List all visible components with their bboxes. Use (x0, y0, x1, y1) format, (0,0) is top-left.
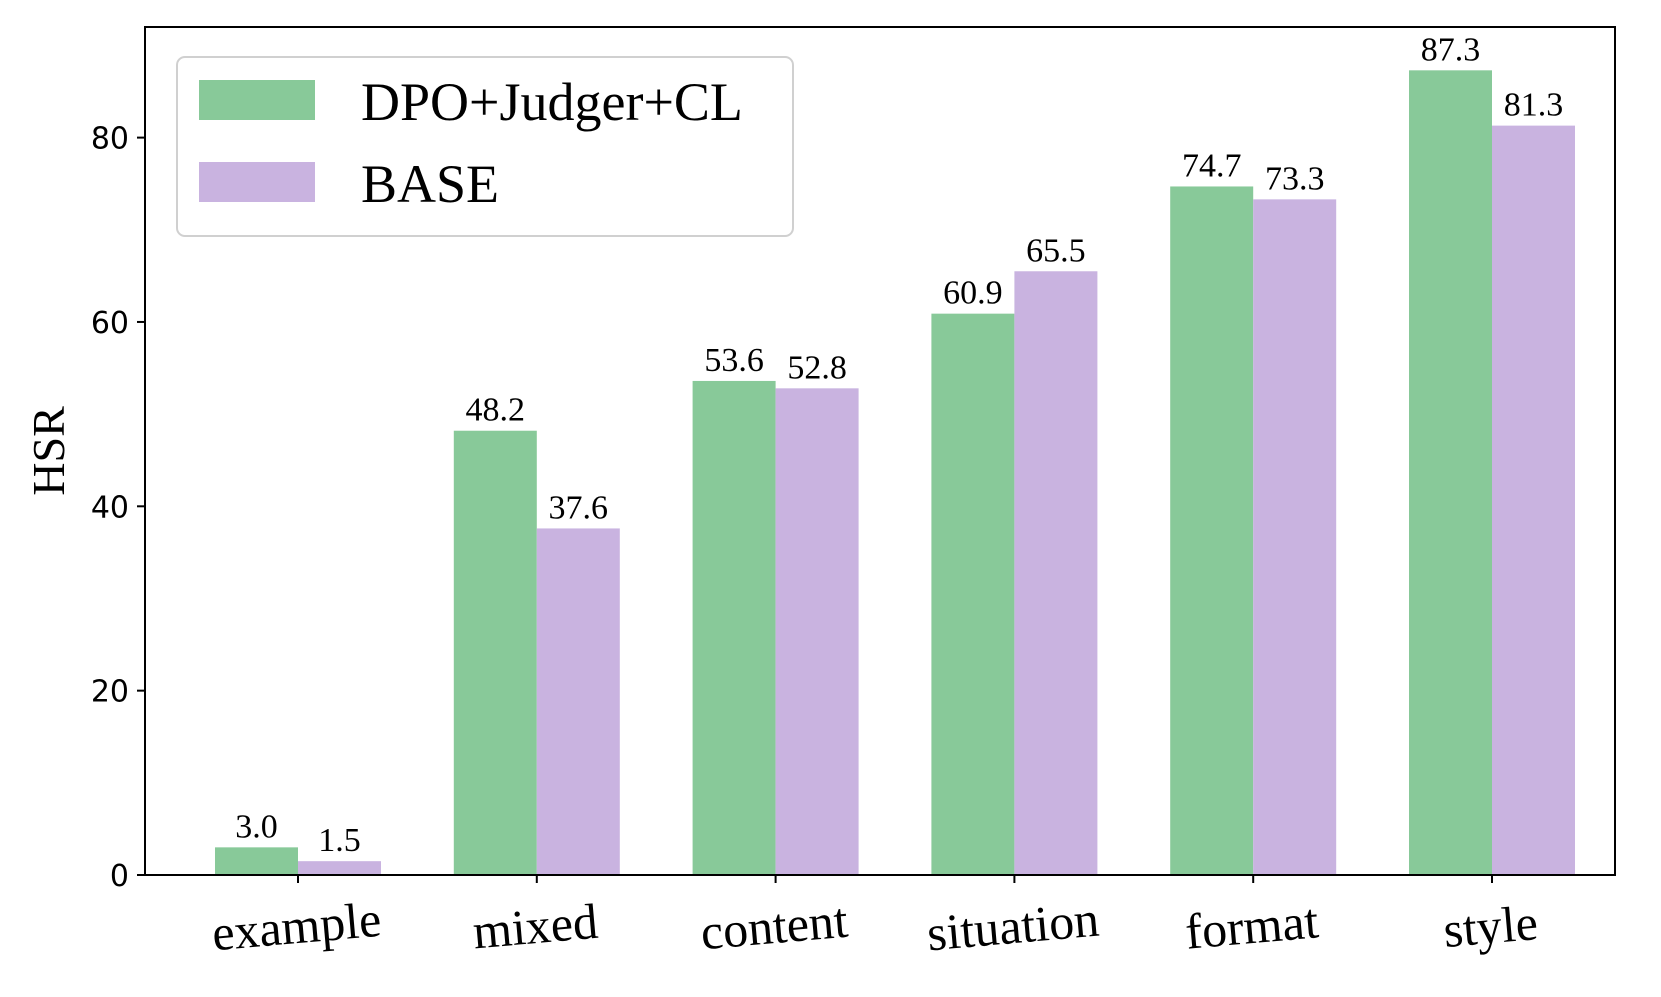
bar-dpo-judger-cl-situation (931, 313, 1015, 875)
x-tick-label-style: style (1441, 894, 1540, 958)
data-label-base-situation: 65.5 (1026, 232, 1086, 269)
bar-dpo-judger-cl-style (1409, 70, 1492, 876)
data-label-base-content: 52.8 (787, 349, 847, 386)
legend-frame (176, 56, 794, 237)
y-tick-label-0: 0 (110, 859, 129, 894)
bar-base-format (1253, 199, 1337, 875)
bar-base-content (775, 388, 859, 875)
bar-dpo-judger-cl-example (215, 847, 298, 875)
bar-base-style (1492, 125, 1575, 875)
bar-dpo-judger-cl-content (692, 380, 776, 875)
bars-layer (215, 70, 1575, 876)
data-label-dpo-judger-cl-content: 53.6 (704, 342, 764, 379)
legend-label-base: BASE (361, 154, 499, 214)
data-label-base-format: 73.3 (1265, 160, 1325, 197)
data-label-dpo-judger-cl-format: 74.7 (1182, 147, 1242, 184)
y-tick-label-20: 20 (91, 675, 129, 710)
x-tick-label-content: content (698, 892, 850, 961)
bar-base-example (298, 861, 381, 875)
legend-swatch-dpo-judger-cl (199, 80, 315, 120)
bar-dpo-judger-cl-format (1170, 186, 1254, 875)
bar-base-situation (1014, 271, 1098, 875)
data-label-base-mixed: 37.6 (549, 489, 609, 526)
x-tick-label-mixed: mixed (471, 893, 600, 960)
bar-base-mixed (536, 528, 620, 875)
y-axis-title: HSR (23, 406, 74, 496)
y-tick-label-60: 60 (91, 306, 129, 341)
data-label-dpo-judger-cl-mixed: 48.2 (466, 392, 526, 429)
data-label-dpo-judger-cl-example: 3.0 (235, 808, 278, 845)
data-label-base-style: 81.3 (1504, 87, 1564, 124)
legend-label-dpo-judger-cl: DPO+Judger+CL (361, 72, 743, 132)
x-tick-label-format: format (1183, 892, 1321, 959)
data-label-base-example: 1.5 (318, 822, 361, 859)
data-label-dpo-judger-cl-style: 87.3 (1421, 31, 1481, 68)
y-tick-label-80: 80 (91, 122, 129, 157)
y-tick-label-40: 40 (91, 490, 129, 525)
y-axis: 0 20 40 60 80 (91, 122, 145, 894)
bar-dpo-judger-cl-mixed (453, 430, 537, 875)
plot-frame (144, 26, 1616, 876)
legend-swatch-base (199, 162, 315, 202)
data-label-dpo-judger-cl-situation: 60.9 (943, 275, 1003, 312)
legend: DPO+Judger+CL BASE (176, 56, 794, 237)
value-labels-layer: 3.0 1.5 48.2 37.6 53.6 52.8 60.9 65.5 74.7 73.3 87… (235, 31, 1563, 859)
